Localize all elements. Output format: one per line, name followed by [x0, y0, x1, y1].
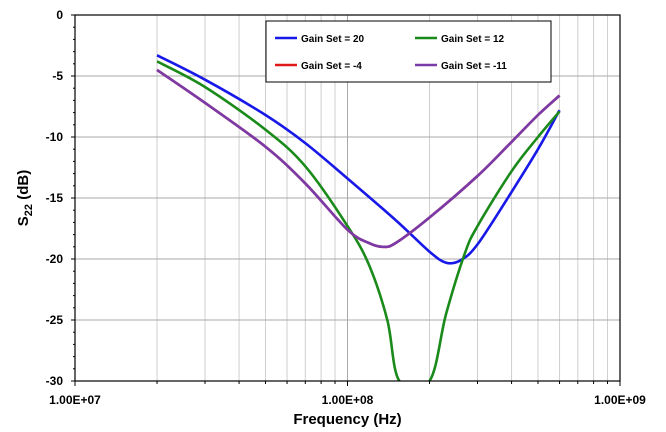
legend-label: Gain Set = -4	[301, 61, 362, 72]
legend-label: Gain Set = 12	[441, 34, 505, 45]
y-tick-label: -20	[46, 252, 64, 266]
legend-box	[265, 20, 552, 83]
y-axis-title-unit: (dB)	[15, 170, 32, 204]
y-tick-label: -25	[46, 313, 64, 327]
series-line-4	[156, 68, 561, 249]
x-tick-label: 1.00E+08	[322, 393, 374, 407]
y-axis-title: S22 (dB)	[15, 170, 35, 226]
y-tick-label: -15	[46, 191, 64, 205]
axes: 0 -5 -10 -15 -20 -25 -30 1.00E+07 1.00E+08 1.00E+…	[46, 8, 647, 407]
x-tick-label: 1.00E+07	[49, 393, 101, 407]
legend: Gain Set = 20 Gain Set = 12 Gain Set = -4 G…	[265, 20, 552, 83]
y-axis-title-subscript: 22	[23, 204, 35, 216]
series-line-1	[156, 54, 561, 265]
x-axis-title: Frequency (Hz)	[293, 411, 401, 428]
legend-label: Gain Set = -11	[441, 61, 507, 72]
y-tick-label: 0	[56, 8, 63, 22]
series-line-2	[156, 60, 561, 381]
y-tick-label: -30	[46, 374, 64, 388]
y-axis-title-main: S	[15, 216, 32, 226]
series-layer	[156, 54, 561, 381]
x-tick-label: 1.00E+09	[594, 393, 646, 407]
y-tick-label: -10	[46, 130, 64, 144]
y-tick-label: -5	[52, 69, 63, 83]
legend-label: Gain Set = 20	[301, 34, 365, 45]
